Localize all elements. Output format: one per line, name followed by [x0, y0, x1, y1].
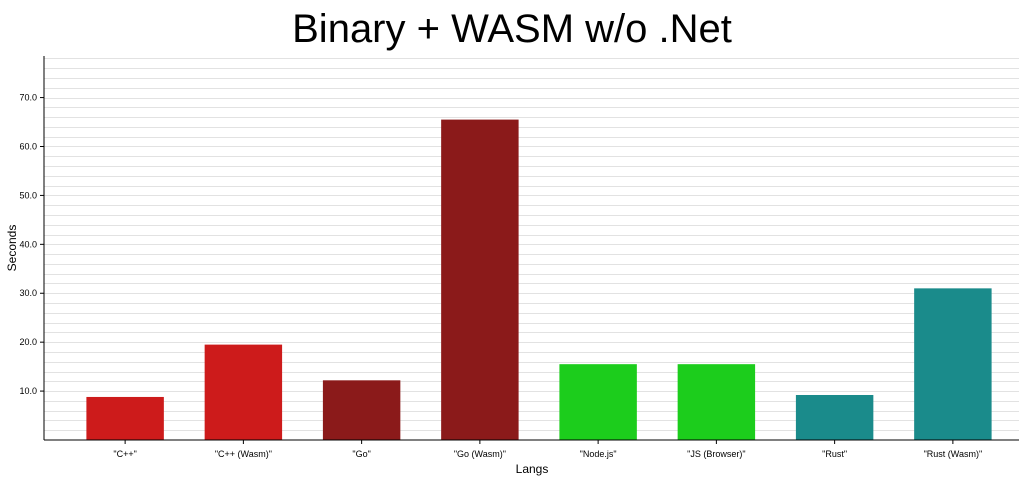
bar	[86, 396, 164, 440]
bar	[795, 394, 874, 440]
bar	[914, 288, 992, 440]
y-axis-label: Seconds	[5, 225, 19, 272]
bar	[559, 364, 637, 440]
y-tick-label: 40.0	[19, 239, 37, 249]
x-tick-label: "Rust"	[822, 449, 847, 459]
x-ticks: "C++" "C++ (Wasm)" "Go" "Go (Wasm)" "Node.js…	[113, 440, 982, 459]
x-tick-label: "Node.js"	[580, 449, 617, 459]
bar	[441, 119, 519, 441]
y-ticks: 10.0 20.0 30.0 40.0 50.0 60.0 70.0	[19, 93, 44, 396]
chart-title: Binary + WASM w/o .Net	[292, 7, 732, 51]
x-tick-label: "Go"	[352, 449, 370, 459]
x-tick-label: "C++"	[113, 449, 136, 459]
bars	[86, 119, 992, 441]
x-tick-label: "Go (Wasm)"	[454, 449, 506, 459]
grid-lines	[44, 58, 1019, 431]
y-tick-label: 10.0	[19, 386, 37, 396]
x-tick-label: "JS (Browser)"	[687, 449, 745, 459]
y-tick-label: 50.0	[19, 190, 37, 200]
y-tick-label: 70.0	[19, 93, 37, 103]
y-tick-label: 60.0	[19, 141, 37, 151]
bar	[204, 344, 283, 440]
bar	[322, 380, 401, 440]
x-tick-label: "C++ (Wasm)"	[215, 449, 272, 459]
y-tick-label: 20.0	[19, 337, 37, 347]
y-tick-label: 30.0	[19, 288, 37, 298]
x-tick-label: "Rust (Wasm)"	[924, 449, 983, 459]
axes	[43, 56, 1019, 441]
x-axis-label: Langs	[516, 462, 549, 476]
bar	[677, 364, 756, 440]
